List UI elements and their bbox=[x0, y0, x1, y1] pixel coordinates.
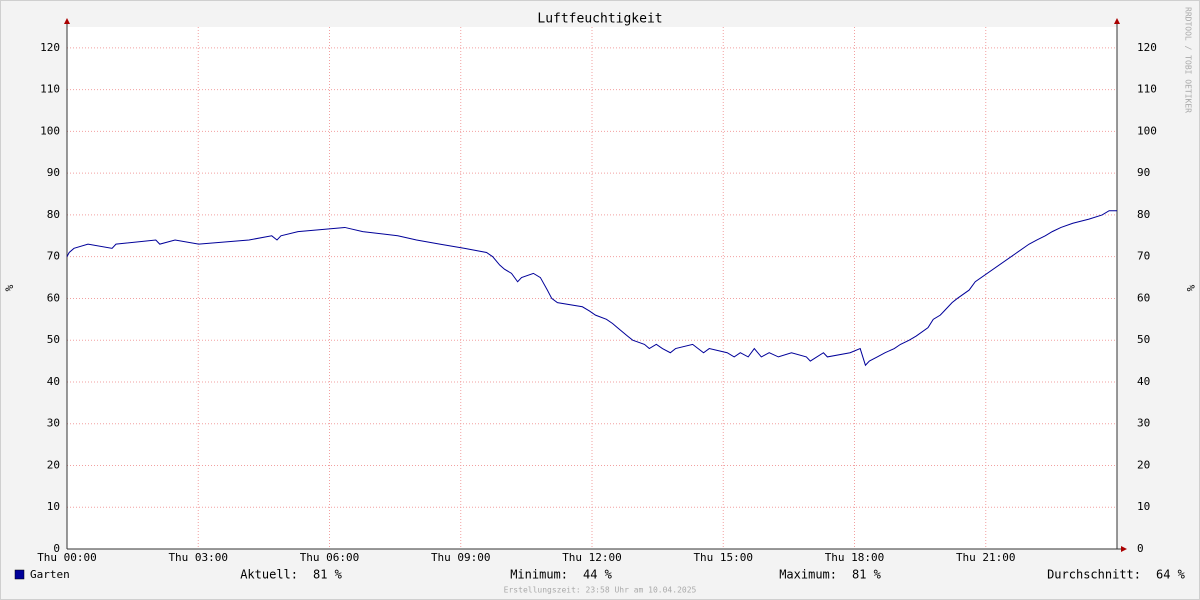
chart-title: Luftfeuchtigkeit bbox=[537, 12, 662, 27]
y-tick-label: 40 bbox=[47, 375, 60, 388]
y-axis-label-right: % bbox=[1184, 285, 1197, 292]
y-tick-label-right: 10 bbox=[1137, 500, 1150, 513]
stat-label: Durchschnitt: bbox=[1047, 568, 1141, 582]
y-tick-label: 20 bbox=[47, 458, 60, 471]
x-tick-label: Thu 12:00 bbox=[562, 551, 622, 564]
y-tick-label: 110 bbox=[40, 83, 60, 96]
y-tick-label: 70 bbox=[47, 250, 60, 263]
y-axis-label: % bbox=[3, 284, 16, 291]
watermark: RRDTOOL / TOBI OETIKER bbox=[1184, 7, 1193, 113]
y-tick-label-right: 30 bbox=[1137, 417, 1150, 430]
stat-label: Minimum: bbox=[510, 568, 568, 582]
y-tick-label-right: 0 bbox=[1137, 542, 1144, 555]
stat-value: 81 % bbox=[313, 568, 343, 582]
legend-swatch bbox=[14, 569, 25, 580]
y-tick-label-right: 70 bbox=[1137, 250, 1150, 263]
y-tick-label: 50 bbox=[47, 333, 60, 346]
axis-arrow bbox=[1114, 18, 1120, 24]
y-tick-label: 0 bbox=[53, 542, 60, 555]
y-tick-label: 30 bbox=[47, 417, 60, 430]
y-tick-label: 90 bbox=[47, 166, 60, 179]
x-tick-label: Thu 15:00 bbox=[693, 551, 753, 564]
y-tick-label-right: 110 bbox=[1137, 83, 1157, 96]
axis-arrow bbox=[1121, 546, 1127, 552]
legend-label: Garten bbox=[30, 568, 70, 581]
y-tick-label-right: 40 bbox=[1137, 375, 1150, 388]
grid bbox=[66, 27, 1117, 550]
stat-label: Aktuell: bbox=[240, 568, 298, 582]
y-tick-label-right: 90 bbox=[1137, 166, 1150, 179]
x-tick-label: Thu 18:00 bbox=[825, 551, 885, 564]
y-tick-label: 60 bbox=[47, 291, 60, 304]
y-tick-label-right: 60 bbox=[1137, 291, 1150, 304]
x-tick-label: Thu 09:00 bbox=[431, 551, 491, 564]
y-tick-label: 80 bbox=[47, 208, 60, 221]
stat-value: 64 % bbox=[1156, 568, 1186, 582]
y-tick-label-right: 120 bbox=[1137, 41, 1157, 54]
y-tick-label-right: 50 bbox=[1137, 333, 1150, 346]
x-tick-label: Thu 06:00 bbox=[300, 551, 360, 564]
y-tick-label: 120 bbox=[40, 41, 60, 54]
x-tick-label: Thu 21:00 bbox=[956, 551, 1016, 564]
x-tick-label: Thu 00:00 bbox=[37, 551, 97, 564]
footer: Erstellungszeit: 23:58 Uhr am 10.04.2025 bbox=[504, 586, 697, 595]
data-line bbox=[66, 210, 1117, 367]
stat-value: 81 % bbox=[852, 568, 882, 582]
y-tick-label-right: 80 bbox=[1137, 208, 1150, 221]
stat-label: Maximum: bbox=[779, 568, 837, 582]
y-tick-label-right: 20 bbox=[1137, 458, 1150, 471]
y-tick-label: 10 bbox=[47, 500, 60, 513]
stat-value: 44 % bbox=[583, 568, 613, 582]
x-tick-label: Thu 03:00 bbox=[168, 551, 228, 564]
y-tick-label: 100 bbox=[40, 124, 60, 137]
axis-arrow bbox=[64, 18, 70, 24]
y-tick-label-right: 100 bbox=[1137, 124, 1157, 137]
